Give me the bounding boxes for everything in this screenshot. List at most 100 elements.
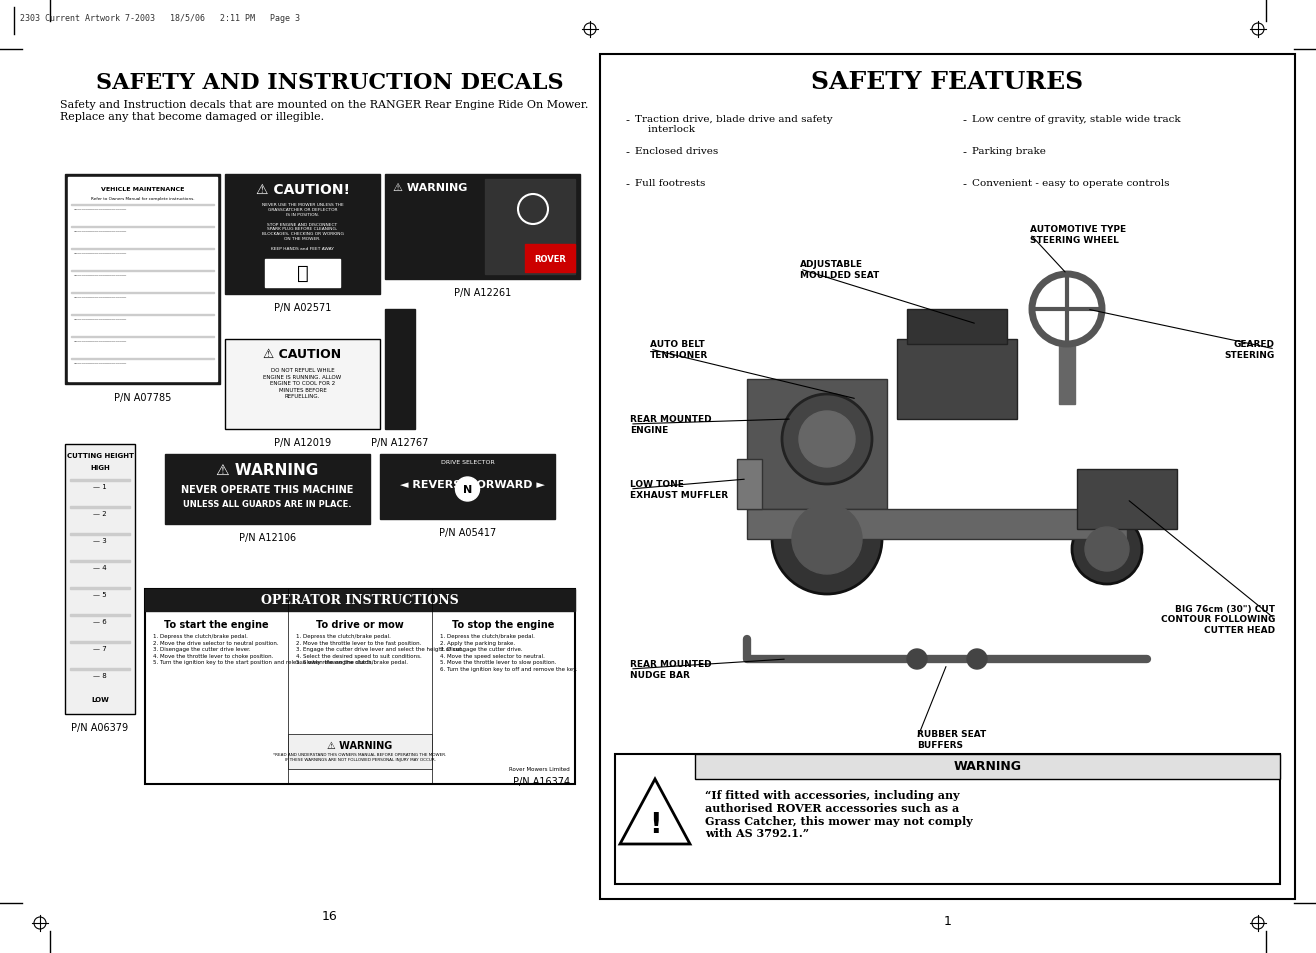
Text: — 4: — 4 [93, 564, 107, 571]
Text: — 6: — 6 [93, 618, 107, 624]
Text: Enclosed drives: Enclosed drives [636, 147, 719, 156]
Text: Traction drive, blade drive and safety
    interlock: Traction drive, blade drive and safety i… [636, 115, 833, 134]
Text: P/N A12019: P/N A12019 [274, 437, 332, 448]
Text: — 5: — 5 [93, 592, 107, 598]
Text: BIG 76cm (30") CUT
CONTOUR FOLLOWING
CUTTER HEAD: BIG 76cm (30") CUT CONTOUR FOLLOWING CUT… [1161, 604, 1275, 635]
Text: !: ! [649, 810, 662, 838]
Text: ⚠ WARNING: ⚠ WARNING [328, 740, 392, 750]
Text: WARNING: WARNING [954, 760, 1021, 773]
Bar [615, 754, 1280, 884]
Text: — 8: — 8 [93, 672, 107, 679]
Text: ADJUSTABLE
MOULDED SEAT: ADJUSTABLE MOULDED SEAT [800, 260, 879, 279]
Text: ⚠ WARNING: ⚠ WARNING [216, 462, 318, 477]
Bar [225, 339, 380, 430]
Text: To stop the engine: To stop the engine [453, 619, 554, 629]
Text: GEARED
STEERING: GEARED STEERING [1225, 340, 1275, 359]
Text: 16: 16 [322, 909, 338, 923]
Text: P/N A05417: P/N A05417 [438, 527, 496, 537]
Text: P/N A12261: P/N A12261 [454, 288, 511, 297]
Circle shape [455, 477, 479, 501]
Text: — 1: — 1 [93, 483, 107, 490]
Text: Safety and Instruction decals that are mounted on the RANGER Rear Engine Ride On: Safety and Instruction decals that are m… [61, 100, 588, 121]
Bar [71, 271, 215, 272]
Text: Full footrests: Full footrests [636, 179, 705, 188]
Bar [70, 479, 130, 481]
Text: To start the engine: To start the engine [164, 619, 268, 629]
Text: RUBBER SEAT
BUFFERS: RUBBER SEAT BUFFERS [917, 730, 986, 749]
Bar [380, 455, 555, 519]
Text: 1. Depress the clutch/brake pedal.
2. Move the drive selector to neutral positio: 1. Depress the clutch/brake pedal. 2. Mo… [153, 634, 374, 664]
Text: P/N A02571: P/N A02571 [274, 303, 332, 313]
Text: DO NOT REFUEL WHILE
ENGINE IS RUNNING. ALLOW
ENGINE TO COOL FOR 2
MINUTES BEFORE: DO NOT REFUEL WHILE ENGINE IS RUNNING. A… [263, 368, 342, 399]
Bar [600, 55, 1295, 899]
Bar [64, 444, 136, 714]
Bar [907, 310, 1007, 345]
Bar [145, 589, 575, 612]
Circle shape [1073, 515, 1142, 584]
Text: UNLESS ALL GUARDS ARE IN PLACE.: UNLESS ALL GUARDS ARE IN PLACE. [183, 499, 351, 509]
Bar [747, 379, 887, 510]
Text: SAFETY AND INSTRUCTION DECALS: SAFETY AND INSTRUCTION DECALS [96, 71, 563, 94]
Text: N: N [463, 484, 472, 495]
Text: P/N A12106: P/N A12106 [240, 533, 296, 542]
Text: AUTO BELT
TENSIONER: AUTO BELT TENSIONER [650, 340, 708, 359]
Text: -: - [625, 115, 629, 125]
Text: REAR MOUNTED
ENGINE: REAR MOUNTED ENGINE [630, 415, 712, 435]
Text: To drive or mow: To drive or mow [316, 619, 404, 629]
Text: LOW: LOW [91, 697, 109, 702]
Bar [265, 260, 340, 288]
Text: *READ AND UNDERSTAND THIS OWNERS MANUAL BEFORE OPERATING THE MOWER.
IF THESE WAR: *READ AND UNDERSTAND THIS OWNERS MANUAL … [274, 752, 446, 760]
Text: 🚫: 🚫 [296, 263, 308, 282]
Text: 1. Depress the clutch/brake pedal.
2. Apply the parking brake.
3. Disengage the : 1. Depress the clutch/brake pedal. 2. Ap… [440, 634, 576, 671]
Text: Convenient - easy to operate controls: Convenient - easy to operate controls [973, 179, 1170, 188]
Text: NEVER OPERATE THIS MACHINE: NEVER OPERATE THIS MACHINE [182, 484, 354, 495]
Text: -: - [625, 147, 629, 157]
Text: P/N A16374: P/N A16374 [513, 776, 570, 786]
Text: CUTTING HEIGHT: CUTTING HEIGHT [67, 453, 133, 458]
Bar [71, 358, 215, 359]
Text: ─────────────────────────: ───────────────────────── [72, 317, 126, 322]
Text: ⚠ CAUTION: ⚠ CAUTION [263, 348, 342, 360]
Text: ─────────────────────────: ───────────────────────── [72, 230, 126, 233]
Bar [145, 589, 575, 784]
Bar [898, 339, 1017, 419]
Bar [386, 174, 580, 280]
Text: 1: 1 [944, 914, 951, 927]
Text: ─────────────────────────: ───────────────────────── [72, 252, 126, 255]
Bar [71, 314, 215, 315]
Text: P/N A07785: P/N A07785 [113, 393, 171, 402]
Text: ⚠ WARNING: ⚠ WARNING [393, 183, 467, 193]
Bar [64, 174, 220, 385]
Bar [70, 668, 130, 670]
Text: ⚠ CAUTION!: ⚠ CAUTION! [255, 183, 350, 196]
Text: Rover Mowers Limited: Rover Mowers Limited [509, 766, 570, 771]
Text: -: - [962, 147, 966, 157]
Text: VEHICLE MAINTENANCE: VEHICLE MAINTENANCE [101, 187, 184, 192]
Text: “If fitted with accessories, including any
authorised ROVER accessories such as : “If fitted with accessories, including a… [705, 789, 973, 839]
Bar [68, 178, 217, 381]
Bar [737, 459, 762, 510]
Text: Refer to Owners Manual for complete instructions.: Refer to Owners Manual for complete inst… [91, 196, 195, 201]
Text: NEVER USE THE MOWER UNLESS THE
GRASSCATCHER OR DEFLECTOR
IS IN POSITION.

STOP E: NEVER USE THE MOWER UNLESS THE GRASSCATC… [262, 203, 343, 251]
Circle shape [907, 649, 926, 669]
Bar [70, 641, 130, 643]
Text: 2303 Current Artwork 7-2003   18/5/06   2:11 PM   Page 3: 2303 Current Artwork 7-2003 18/5/06 2:11… [20, 14, 300, 23]
Text: -: - [962, 179, 966, 189]
Text: Low centre of gravity, stable wide track: Low centre of gravity, stable wide track [973, 115, 1180, 124]
Text: ─────────────────────────: ───────────────────────── [72, 295, 126, 299]
Text: ─────────────────────────: ───────────────────────── [72, 361, 126, 366]
Circle shape [772, 484, 882, 595]
Bar [71, 227, 215, 228]
Bar [70, 615, 130, 617]
Text: DRIVE SELECTOR: DRIVE SELECTOR [441, 459, 495, 464]
Text: LOW TONE
EXHAUST MUFFLER: LOW TONE EXHAUST MUFFLER [630, 479, 728, 499]
Bar [70, 587, 130, 589]
Bar [70, 534, 130, 536]
Bar [288, 734, 432, 769]
Text: P/N A06379: P/N A06379 [71, 722, 129, 732]
Bar [71, 249, 215, 250]
Text: ─────────────────────────: ───────────────────────── [72, 339, 126, 344]
Text: AUTOMOTIVE TYPE
STEERING WHEEL: AUTOMOTIVE TYPE STEERING WHEEL [1030, 225, 1126, 244]
Text: HIGH: HIGH [89, 464, 109, 471]
Bar [71, 205, 215, 206]
